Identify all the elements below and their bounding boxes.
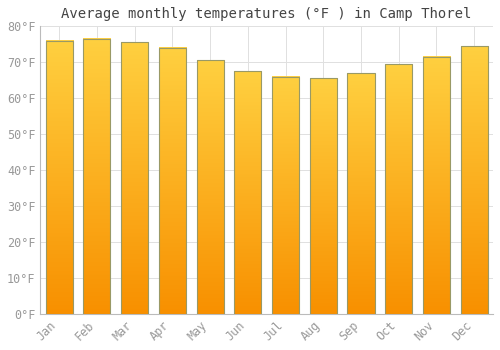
Bar (159, 48, 186, 314)
Bar (121, 42, 148, 314)
Bar (310, 78, 337, 314)
Bar (460, 46, 488, 314)
Bar (385, 64, 412, 314)
Bar (423, 57, 450, 314)
Bar (84, 39, 110, 314)
Bar (196, 61, 224, 314)
Bar (272, 77, 299, 314)
Bar (348, 73, 374, 314)
Bar (234, 71, 262, 314)
Title: Average monthly temperatures (°F ) in Camp Thorel: Average monthly temperatures (°F ) in Ca… (62, 7, 472, 21)
Bar (46, 41, 73, 314)
